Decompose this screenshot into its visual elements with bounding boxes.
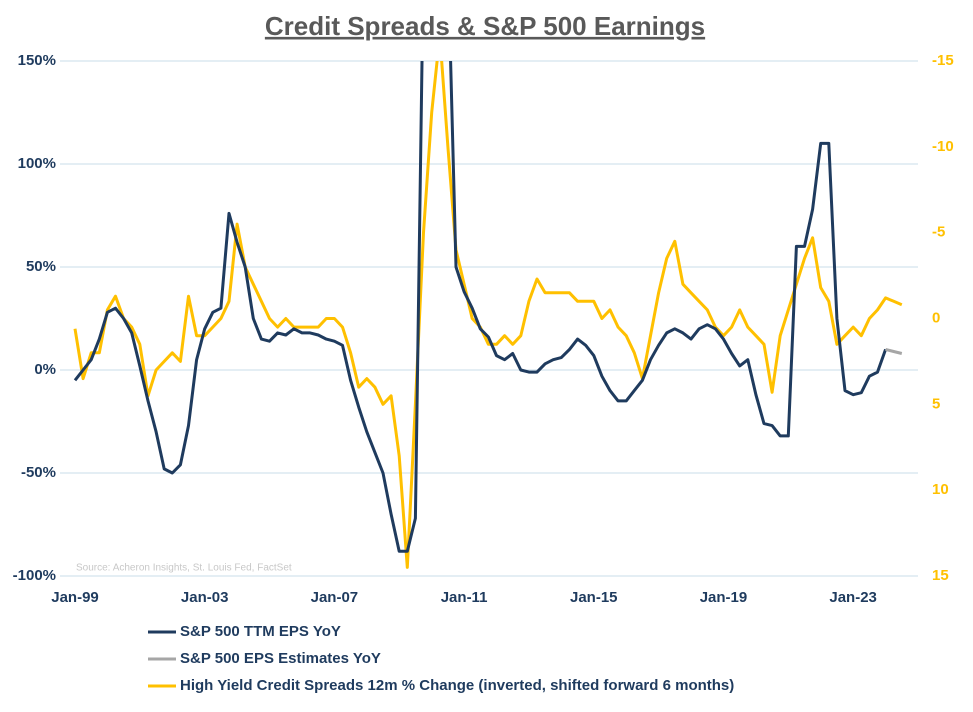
source-note: Source: Acheron Insights, St. Louis Fed,… <box>76 563 292 574</box>
x-tick-label: Jan-23 <box>829 589 877 606</box>
legend: S&P 500 TTM EPS YoY S&P 500 EPS Estimates… <box>148 623 734 694</box>
series-line <box>885 347 903 355</box>
chart-title: Credit Spreads & S&P 500 Earnings <box>265 11 705 41</box>
y-tick-label: 0% <box>34 361 56 378</box>
y2-tick-label: -15 <box>932 52 954 69</box>
legend-label: S&P 500 TTM EPS YoY <box>180 623 341 640</box>
y-tick-label: 100% <box>18 155 56 172</box>
series-line <box>73 61 903 569</box>
x-tick-label: Jan-15 <box>570 589 618 606</box>
y-tick-label: -100% <box>13 567 56 584</box>
y2-tick-label: 15 <box>932 567 949 584</box>
x-tick-label: Jan-99 <box>51 589 99 606</box>
plot-area <box>73 61 903 569</box>
x-tick-label: Jan-11 <box>441 589 488 606</box>
x-tick-label: Jan-07 <box>311 589 359 606</box>
series-line <box>73 61 888 553</box>
y-tick-label: -50% <box>21 464 56 481</box>
y2-tick-label: 0 <box>932 309 940 326</box>
y2-tick-label: 10 <box>932 481 949 498</box>
y-tick-label: 50% <box>26 258 56 275</box>
legend-label: S&P 500 EPS Estimates YoY <box>180 650 381 667</box>
axis-labels: -100% -50% 0% 50% 100% 150% -15 -10 -5 0 5 10 15 Jan-… <box>13 52 954 606</box>
y2-tick-label: -5 <box>932 224 945 241</box>
legend-label: High Yield Credit Spreads 12m % Change (… <box>180 677 734 694</box>
x-tick-label: Jan-19 <box>700 589 748 606</box>
y-tick-label: 150% <box>18 52 56 69</box>
y2-tick-label: -10 <box>932 138 954 155</box>
x-tick-label: Jan-03 <box>181 589 229 606</box>
y2-tick-label: 5 <box>932 395 940 412</box>
grid <box>60 60 918 577</box>
